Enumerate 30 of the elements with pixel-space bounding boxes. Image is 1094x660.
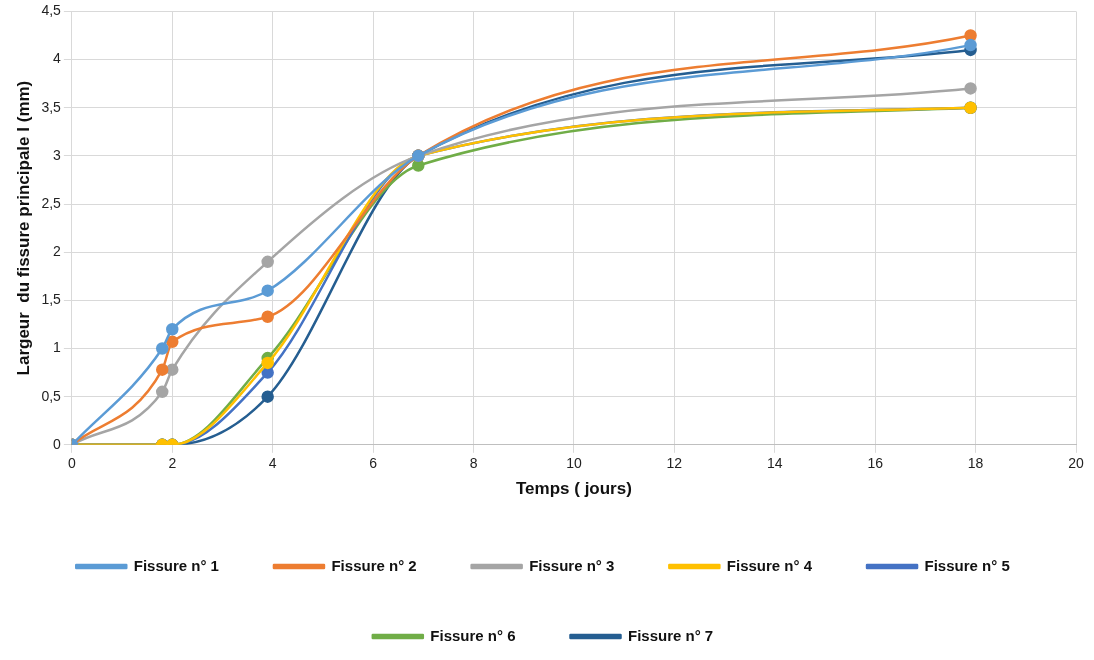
legend-label: Fissure n° 7: [628, 626, 714, 644]
x-tick-label: 18: [967, 455, 984, 472]
legend-label: Fissure n° 2: [331, 556, 417, 574]
x-tick-label: 2: [168, 455, 177, 472]
legend-label: Fissure n° 3: [529, 556, 615, 574]
legend-label: Fissure n° 4: [726, 556, 813, 574]
x-tick-label: 4: [268, 455, 277, 472]
y-tick-label: 0,5: [41, 387, 62, 404]
y-axis-title: Largeur du fissure principale I (mm): [13, 80, 33, 376]
y-tick-label: 1: [53, 339, 62, 356]
y-tick-label: 2: [53, 243, 62, 260]
x-axis-title: Temps ( jours): [515, 479, 632, 499]
y-tick-label: 4: [53, 50, 62, 67]
legend-label: Fissure n° 1: [133, 556, 219, 574]
x-tick-label: 14: [766, 455, 783, 472]
y-tick-label: 4,5: [41, 2, 62, 19]
legend-label: Fissure n° 5: [924, 556, 1010, 574]
x-tick-label: 12: [666, 455, 683, 472]
y-tick-label: 2,5: [41, 194, 62, 211]
x-tick-label: 6: [369, 455, 378, 472]
y-tick-label: 0: [53, 435, 62, 452]
y-tick-label: 3: [53, 146, 62, 163]
x-tick-label: 16: [867, 455, 884, 472]
x-tick-label: 8: [469, 455, 478, 472]
x-tick-label: 10: [566, 455, 582, 472]
y-tick-label: 1,5: [41, 291, 62, 308]
x-tick-label: 0: [67, 455, 76, 472]
legend-label: Fissure n° 6: [430, 626, 516, 644]
x-tick-label: 20: [1068, 455, 1084, 472]
y-tick-label: 3,5: [41, 98, 62, 115]
